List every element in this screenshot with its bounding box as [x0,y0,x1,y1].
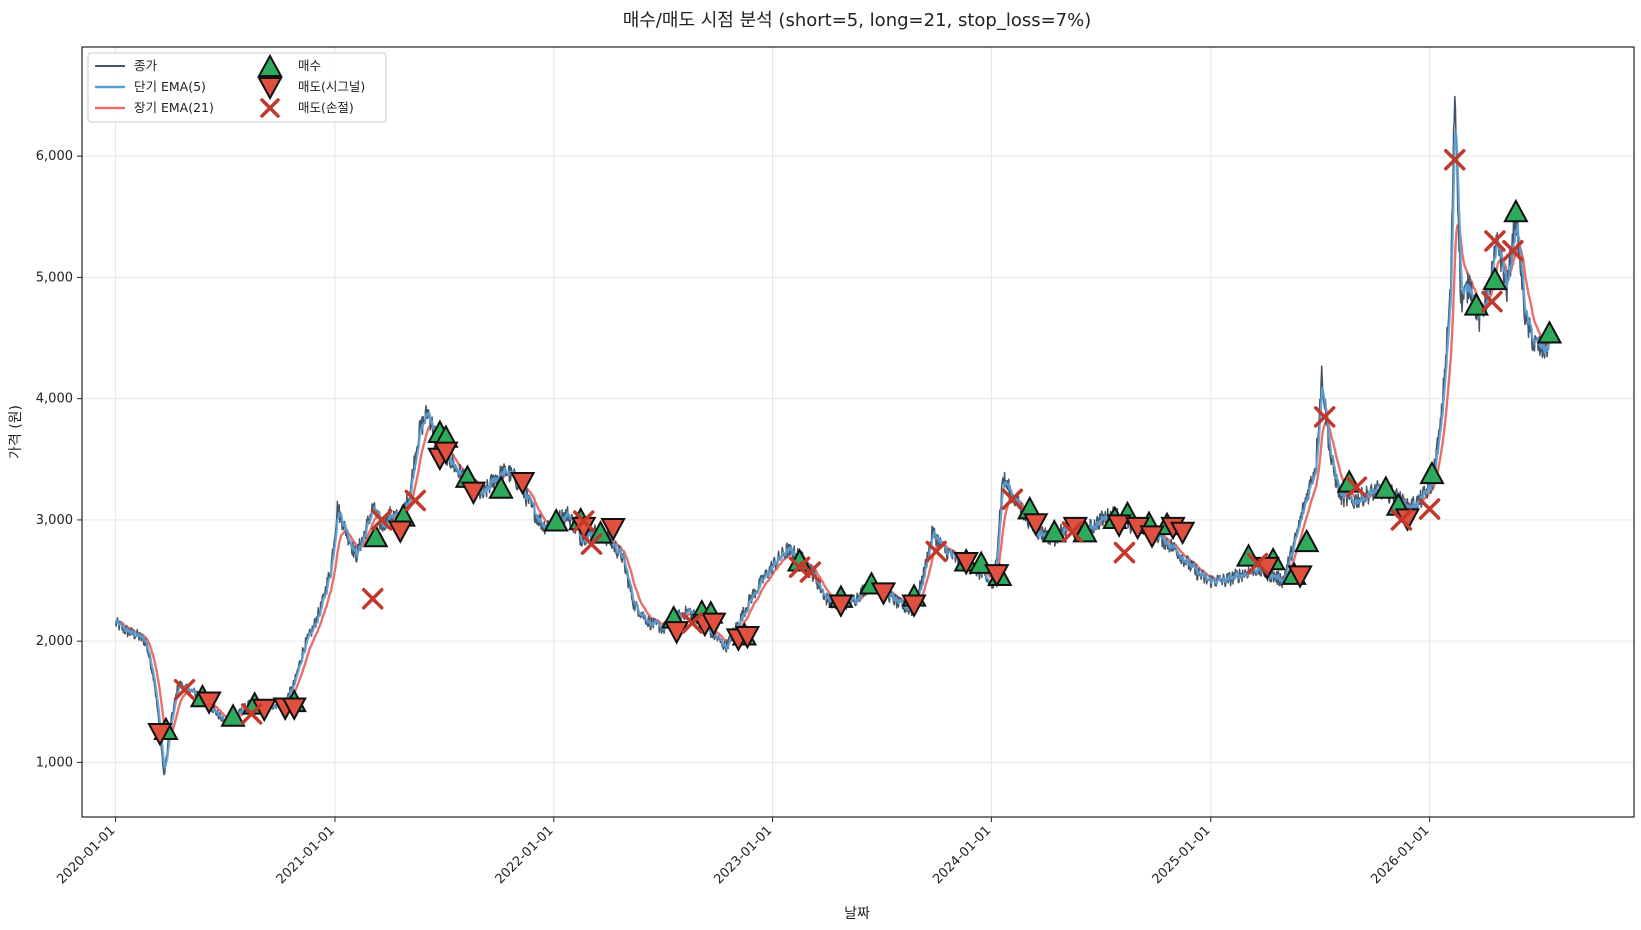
y-axis-title: 가격 (원) [8,405,24,459]
y-tick-label: 4,000 [36,392,73,407]
sell-stop-marker [404,489,427,512]
legend-box [87,52,387,123]
sell-signal-marker [387,520,413,544]
sell-stop-marker [1113,541,1136,564]
y-tick-label: 6,000 [36,149,73,164]
sell-signal-marker [196,691,222,715]
sell-stop-marker [1481,290,1503,313]
sell-signal-marker [147,722,173,747]
sell-stop-marker [799,561,822,583]
sell-signal-marker [828,594,854,618]
sell-stop-marker [1246,552,1269,575]
buy-marker [1536,320,1563,344]
sell-signal-marker [734,625,761,650]
legend: 종가 단기 EMA(5) 장기 EMA(21) 매수 매도(시그널) 매도(손절… [87,52,387,123]
legend-label-buy: 매수 [298,58,321,73]
plot-frame [81,46,1635,818]
legend-entry-buy: 매수 [257,53,321,77]
buy-marker [1294,528,1320,553]
legend-label-ema-long: 장기 EMA(21) [134,100,214,115]
sell-stop-marker [681,612,703,634]
sell-stop-marker [1390,509,1413,531]
sell-stop-marker [1484,230,1506,252]
sell-signal-marker [281,697,307,721]
legend-label-sell-stop: 매도(손절) [298,100,354,115]
legend-entry-sell-signal: 매도(시그널) [257,77,365,101]
trade-markers [147,149,1563,747]
sell-stop-marker [173,678,196,701]
sell-stop-marker [1444,149,1466,171]
legend-swatch-buy [257,53,283,77]
sell-signal-marker [870,582,897,606]
sell-stop-marker [1061,521,1084,543]
grid [82,47,1634,817]
sell-signal-marker [433,441,459,466]
sell-stop-marker [1001,488,1024,511]
sell-signal-marker [1106,514,1132,538]
legend-label-ema-short: 단기 EMA(5) [134,79,206,94]
sell-stop-marker [572,510,595,532]
sell-signal-marker [901,594,927,618]
x-axis-title: 날짜 [844,906,870,922]
legend-entry-close: 종가 [95,58,158,73]
sell-signal-marker [701,612,727,637]
buy-marker [1041,518,1067,543]
legend-label-close: 종가 [134,58,158,73]
sell-stop-marker [240,703,263,725]
legend-label-sell-signal: 매도(시그널) [298,79,365,94]
buy-marker [220,703,246,727]
sell-signal-marker [1287,565,1313,589]
sell-signal-marker [509,471,536,496]
sell-stop-marker [580,533,603,555]
sell-signal-marker [953,552,979,576]
sell-stop-marker [1345,476,1368,498]
buy-marker [1419,460,1445,485]
legend-entry-sell-stop: 매도(손절) [260,98,354,118]
sell-signal-marker [1169,521,1196,546]
legend-entry-ema-long: 장기 EMA(21) [95,100,214,115]
sell-signal-marker [984,564,1010,588]
y-tick-label: 1,000 [36,755,73,770]
y-tick-label: 3,000 [36,513,73,528]
sell-stop-marker [361,587,384,610]
y-tick-label: 5,000 [36,270,73,285]
sell-signal-marker [1023,513,1049,537]
buy-marker [587,520,614,544]
buy-marker [488,475,514,499]
buy-marker [1503,198,1529,223]
buy-marker [543,508,569,532]
buy-marker [363,523,389,548]
legend-swatch-sell-signal [257,77,283,101]
legend-swatch-sell-stop [260,98,280,118]
chart-title: 매수/매도 시점 분석 (short=5, long=21, stop_loss… [623,10,1092,31]
sell-stop-marker [1502,239,1524,262]
sell-signal-marker [1139,525,1165,549]
sell-stop-marker [1313,406,1336,428]
sell-signal-marker [460,481,487,506]
y-axis: 1,000 2,000 3,000 4,000 5,000 6,000 [36,149,82,770]
sell-signal-marker [600,518,626,542]
plot-area [82,47,1634,817]
sell-stop-marker [788,556,811,578]
buy-marker [1482,266,1508,291]
sell-stop-marker [370,509,393,531]
legend-entry-ema-short: 단기 EMA(5) [95,79,206,94]
sell-stop-marker [925,540,947,563]
buy-marker [1373,475,1399,499]
sell-stop-marker [1418,498,1441,520]
y-tick-label: 2,000 [36,634,73,649]
